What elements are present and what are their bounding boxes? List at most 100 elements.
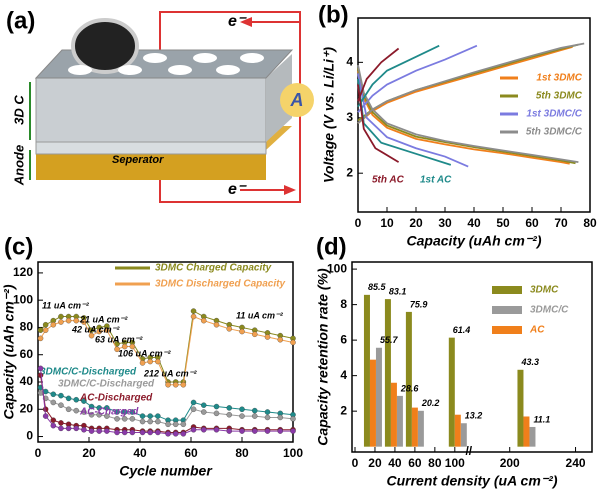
axis-break: // bbox=[465, 444, 472, 458]
point bbox=[139, 418, 146, 425]
y-tick-label: 100 bbox=[327, 261, 347, 275]
value-label: 20.2 bbox=[421, 398, 440, 408]
plot-frame bbox=[37, 261, 294, 443]
point bbox=[37, 390, 44, 396]
x-tick-label: 80 bbox=[235, 446, 249, 460]
arrow-head bbox=[240, 17, 252, 27]
point bbox=[73, 407, 80, 414]
point bbox=[104, 405, 110, 411]
bar bbox=[396, 395, 403, 447]
annotation: 63 uA cm⁻² bbox=[95, 334, 143, 344]
bar bbox=[517, 369, 524, 447]
series-label: 3DMC/C-Discharged bbox=[40, 367, 137, 378]
point bbox=[264, 334, 271, 340]
series-line bbox=[40, 392, 294, 425]
x-axis-label: Capacity (uAh cm⁻²) bbox=[407, 233, 542, 249]
point bbox=[172, 431, 179, 437]
x-tick-label: 40 bbox=[467, 216, 481, 230]
x-tick-label: 0 bbox=[352, 456, 359, 470]
schematic: (a) e⁻ e⁻ A Seperator 3D C Anode bbox=[6, 7, 314, 203]
x-tick-label: 200 bbox=[500, 456, 520, 470]
point bbox=[129, 409, 136, 415]
point bbox=[104, 413, 110, 419]
series-line bbox=[40, 315, 294, 386]
bar bbox=[448, 337, 455, 447]
point bbox=[104, 327, 110, 333]
curve-label: 1st AC bbox=[420, 175, 452, 186]
x-tick-label: 10 bbox=[380, 216, 394, 230]
point bbox=[277, 336, 283, 343]
series-label: AC-Discharged bbox=[79, 393, 153, 404]
series-line bbox=[40, 387, 294, 421]
bar bbox=[405, 311, 412, 447]
legend-label: 1st 3DMC bbox=[536, 73, 582, 84]
panel-label: (d) bbox=[316, 233, 347, 260]
point bbox=[58, 392, 64, 399]
point bbox=[129, 416, 136, 422]
point bbox=[290, 416, 296, 422]
point bbox=[165, 431, 171, 437]
x-tick-label: 0 bbox=[35, 446, 42, 460]
point bbox=[65, 317, 72, 324]
point bbox=[121, 409, 128, 415]
point bbox=[251, 331, 258, 338]
point bbox=[81, 319, 87, 325]
y-tick-label: 20 bbox=[20, 401, 34, 415]
ammeter-label: A bbox=[290, 90, 304, 110]
point bbox=[165, 421, 171, 428]
x-tick-label: 70 bbox=[554, 216, 568, 230]
separator-label: Seperator bbox=[112, 154, 164, 166]
legend-swatch bbox=[492, 286, 522, 294]
y-tick-label: 100 bbox=[13, 292, 33, 306]
point bbox=[114, 416, 120, 422]
point bbox=[239, 413, 245, 419]
point bbox=[58, 402, 64, 408]
point bbox=[277, 428, 283, 434]
electrode-side bbox=[36, 54, 292, 142]
legend-swatch bbox=[492, 326, 522, 334]
point bbox=[114, 429, 120, 436]
y-tick-label: 4 bbox=[346, 55, 353, 69]
panel-label: (b) bbox=[318, 1, 349, 28]
point bbox=[50, 422, 57, 429]
point bbox=[165, 381, 171, 388]
point bbox=[200, 409, 207, 415]
bar bbox=[523, 416, 530, 447]
x-tick-label: 60 bbox=[525, 216, 539, 230]
point bbox=[50, 391, 57, 398]
point bbox=[213, 321, 220, 328]
point bbox=[251, 428, 258, 434]
point bbox=[96, 428, 102, 434]
point bbox=[81, 409, 87, 415]
y-tick-label: 3 bbox=[346, 110, 353, 124]
y-tick-label: 8 bbox=[340, 297, 347, 311]
legend-label: 3DMC Charged Capacity bbox=[155, 263, 272, 274]
point bbox=[37, 335, 44, 342]
x-tick-label: 60 bbox=[408, 456, 422, 470]
value-label: 55.7 bbox=[380, 335, 399, 345]
point bbox=[239, 428, 245, 434]
point bbox=[264, 414, 271, 421]
point bbox=[58, 313, 64, 320]
point bbox=[155, 418, 161, 425]
point bbox=[50, 321, 57, 328]
legend-label: AC bbox=[529, 325, 545, 336]
point bbox=[200, 402, 207, 408]
x-tick-label: 40 bbox=[133, 446, 147, 460]
point bbox=[129, 429, 136, 436]
y-tick-label: 2 bbox=[340, 403, 347, 417]
point bbox=[121, 416, 128, 422]
particle bbox=[71, 18, 139, 74]
electrode bbox=[35, 77, 267, 143]
point bbox=[172, 421, 179, 428]
point bbox=[190, 399, 197, 406]
value-label: 11.1 bbox=[533, 414, 550, 424]
point bbox=[147, 429, 153, 436]
point bbox=[251, 413, 258, 419]
point bbox=[42, 327, 49, 333]
point bbox=[172, 381, 179, 388]
y-axis-label: Voltage (V vs. Li/Li⁺) bbox=[321, 47, 337, 183]
x-tick-label: 30 bbox=[438, 216, 452, 230]
x-tick-label: 60 bbox=[184, 446, 198, 460]
point bbox=[213, 403, 220, 410]
